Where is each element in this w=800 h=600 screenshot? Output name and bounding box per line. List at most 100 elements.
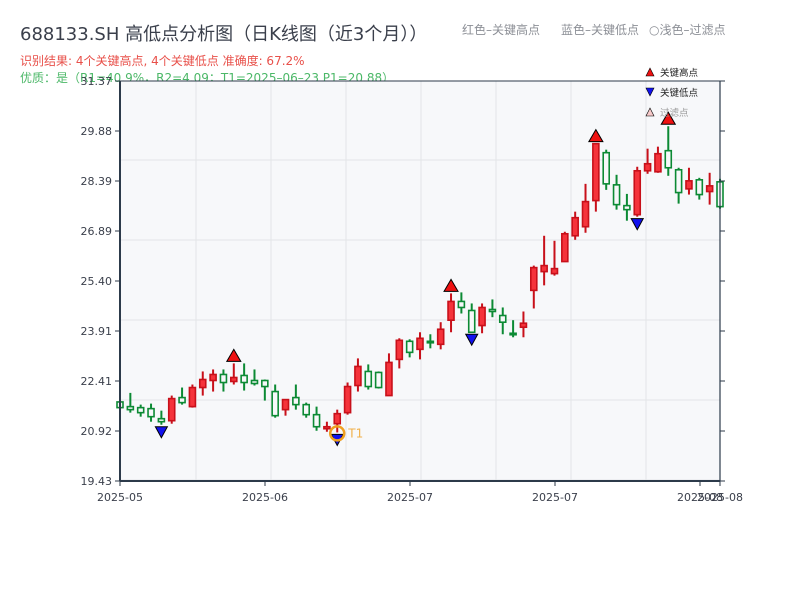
candle (364, 364, 373, 390)
candle-body (602, 151, 611, 185)
result-summary: 识别结果: 4个关键高点, 4个关键低点 准确度: 67.2% (20, 54, 305, 68)
key-high-marker-icon (225, 348, 242, 362)
candle (374, 371, 383, 389)
candle (436, 322, 445, 350)
legend-label: 关键高点 (660, 67, 699, 79)
candle-body (529, 266, 538, 292)
candle-body (229, 376, 238, 383)
candle (561, 231, 569, 263)
candle (602, 149, 611, 190)
y-tick-label: 22.41 (81, 375, 113, 388)
candle (167, 395, 176, 424)
candle-body (426, 340, 435, 344)
candle (529, 265, 538, 309)
key-high-marker-icon (587, 128, 604, 143)
plot-area (120, 81, 720, 481)
candle-body (188, 386, 197, 408)
candle (685, 167, 693, 195)
candle-body (633, 169, 642, 216)
candle-body (561, 232, 569, 263)
candle-body (209, 373, 217, 382)
candle (498, 307, 507, 335)
candle-body (395, 339, 404, 361)
legend-blue-note: 蓝色–关键低点 (561, 23, 640, 37)
candle-body (271, 390, 279, 417)
candle-body (685, 180, 693, 190)
candle-body (540, 264, 548, 273)
candle (395, 338, 404, 369)
candle-body (219, 373, 228, 384)
candle-body (343, 385, 352, 414)
candle-body (416, 337, 424, 351)
candle-body (447, 300, 455, 321)
candle (333, 409, 342, 433)
key-low-marker-icon (630, 218, 645, 231)
candle-body (519, 322, 528, 329)
candle (261, 379, 269, 401)
key-low-marker-icon (154, 426, 169, 439)
candle-body (374, 371, 383, 389)
candle-body (674, 168, 683, 194)
candle (323, 421, 331, 432)
candle-body (364, 370, 373, 388)
candle-body (643, 162, 652, 172)
candle (664, 126, 673, 176)
candle (178, 387, 186, 405)
legend-low-icon (645, 87, 655, 97)
candle (695, 177, 704, 200)
candle-body (612, 184, 621, 206)
legend-filtered-icon (645, 107, 655, 117)
candle-body (178, 396, 186, 404)
candle-body (405, 340, 414, 354)
candle-body (592, 142, 600, 202)
candle (654, 146, 662, 173)
candle (147, 403, 155, 422)
candle-body (488, 308, 497, 313)
candle (623, 193, 631, 221)
legend-light-note: ○浅色–过滤点 (649, 23, 726, 37)
y-tick-label: 20.92 (81, 425, 113, 438)
candle-body (385, 361, 393, 397)
t1-ring-icon (328, 425, 346, 442)
candle (354, 358, 362, 392)
y-tick-label: 19.43 (81, 475, 113, 488)
candle (550, 240, 559, 276)
candle (633, 166, 642, 217)
candle (229, 363, 238, 385)
candle-body (281, 398, 290, 411)
y-tick-label: 31.37 (81, 75, 113, 88)
candle (198, 371, 207, 396)
candle-body (705, 185, 714, 193)
candle-body (467, 309, 476, 334)
legend-red-note: 红色–关键高点 (462, 23, 541, 37)
x-tick-label: 2025-08 (697, 491, 743, 504)
candle (488, 299, 497, 318)
candle-body (261, 379, 269, 388)
y-tick-label: 25.40 (81, 275, 113, 288)
candle (705, 172, 714, 205)
x-tick-label: 2025-08 (677, 491, 723, 504)
candle (426, 334, 435, 349)
candle (478, 303, 486, 334)
candle (219, 369, 228, 392)
y-tick-label: 29.88 (81, 125, 113, 138)
y-tick-label: 23.91 (81, 325, 113, 338)
candle-body (312, 413, 321, 428)
candle (612, 174, 621, 210)
y-tick-label: 28.39 (81, 175, 113, 188)
candle (457, 292, 466, 314)
candle-body (581, 200, 590, 228)
candle-body (498, 314, 507, 324)
candle-body (333, 412, 342, 425)
x-tick-label: 2025-05 (97, 491, 143, 504)
candle (519, 311, 528, 338)
candle-body (654, 152, 662, 173)
candle-body (478, 306, 486, 327)
candle-body (457, 300, 466, 309)
candle (405, 339, 414, 358)
candle-body (147, 407, 155, 418)
x-tick-label: 2025-06 (242, 491, 288, 504)
candle (240, 363, 248, 391)
candle-body (240, 374, 248, 384)
